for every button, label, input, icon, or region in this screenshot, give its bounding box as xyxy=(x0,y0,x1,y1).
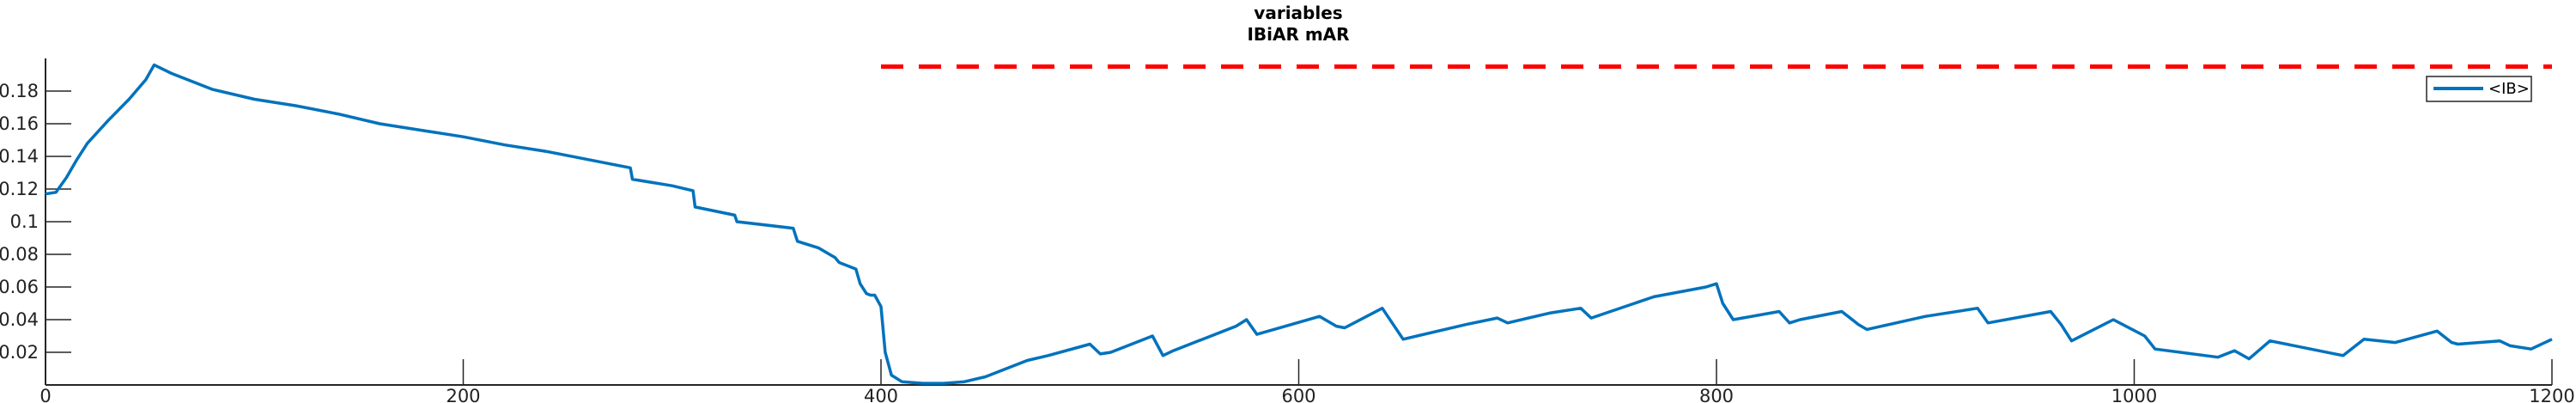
x-tick-label: 0 xyxy=(39,386,51,403)
x-tick-label: 800 xyxy=(1699,386,1734,403)
x-tick-label: 400 xyxy=(864,386,898,403)
y-tick-label: 0.08 xyxy=(0,244,39,265)
y-tick-label: 0.14 xyxy=(0,146,39,167)
y-tick-label: 0.18 xyxy=(0,81,39,101)
x-axis-ticks: 0 200 400 600 800 1000 1200 xyxy=(39,359,2575,403)
y-tick-label: 0.1 xyxy=(10,211,39,232)
y-tick-label: 0.02 xyxy=(0,342,39,363)
x-tick-label: 1000 xyxy=(2111,386,2157,403)
y-tick-label: 0.16 xyxy=(0,113,39,134)
series-ib-line xyxy=(45,63,2553,385)
legend-label-ib: <IB> xyxy=(2488,80,2530,98)
y-tick-label: 0.12 xyxy=(0,179,39,199)
x-tick-label: 200 xyxy=(446,386,480,403)
x-tick-label: 600 xyxy=(1281,386,1315,403)
y-tick-label: 0.06 xyxy=(0,277,39,297)
x-tick-label: 1200 xyxy=(2529,386,2574,403)
legend: <IB> xyxy=(2426,76,2532,102)
y-tick-label: 0.04 xyxy=(0,309,39,330)
chart-title-line-1: variables xyxy=(1254,3,1342,23)
chart-title-line-2: IBiAR mAR xyxy=(1247,24,1349,45)
y-axis-ticks: 0.02 0.04 0.06 0.08 0.1 0.12 0.14 0.16 0.18 xyxy=(0,81,71,363)
